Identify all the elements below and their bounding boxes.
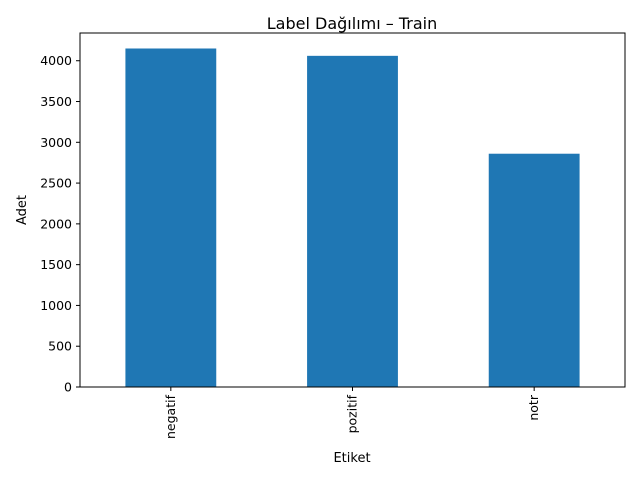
y-tick-label: 500 <box>48 339 72 354</box>
x-tick-label: pozitif <box>345 394 360 433</box>
x-tick-label: notr <box>526 394 541 420</box>
x-axis-ticks: negatif pozitif notr <box>163 387 541 439</box>
y-axis-ticks: 0 500 1000 1500 2000 2500 3000 3500 4000 <box>40 53 80 395</box>
y-axis-label: Adet <box>15 195 30 225</box>
bar-notr <box>488 153 580 387</box>
y-tick-label: 3000 <box>40 135 72 150</box>
y-tick-label: 0 <box>64 380 72 395</box>
plot-frame <box>79 32 626 388</box>
y-tick-label: 1000 <box>40 298 72 313</box>
bar-negatif <box>125 48 217 388</box>
x-axis-label: Etiket <box>333 451 370 466</box>
y-tick-label: 3500 <box>40 94 72 109</box>
chart-title: Label Dağılımı – Train <box>267 14 437 33</box>
y-tick-label: 2500 <box>40 176 72 191</box>
x-tick-label: negatif <box>163 394 178 439</box>
y-tick-label: 4000 <box>40 53 72 68</box>
y-tick-label: 1500 <box>40 257 72 272</box>
bar-pozitif <box>307 55 398 387</box>
y-tick-label: 2000 <box>40 216 72 231</box>
bars-group <box>125 48 580 388</box>
